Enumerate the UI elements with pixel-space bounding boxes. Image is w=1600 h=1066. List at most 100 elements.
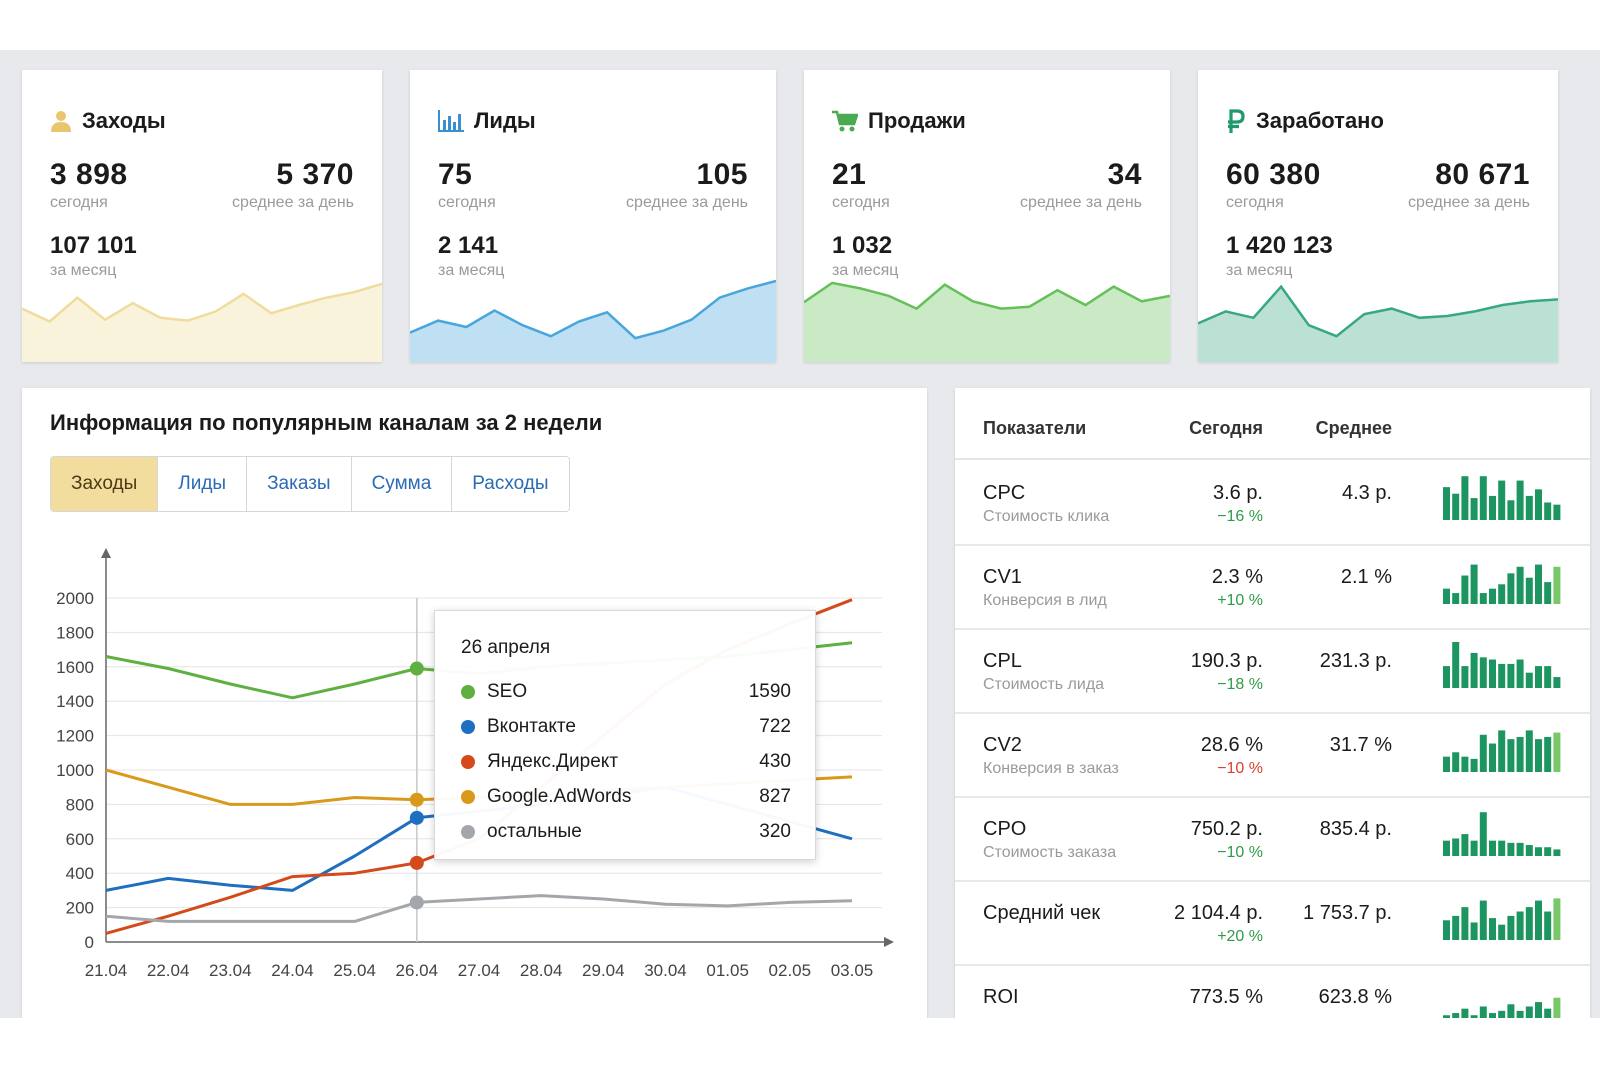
tab-visits[interactable]: Заходы bbox=[51, 457, 159, 511]
kpi-today-label: сегодня bbox=[438, 194, 496, 211]
kpi-month-label: за месяц bbox=[1226, 262, 1293, 279]
header-divider bbox=[955, 458, 1590, 460]
tooltip-row-vk: Вконтакте 722 bbox=[461, 712, 791, 742]
series-point[interactable] bbox=[409, 895, 424, 910]
metric-bar bbox=[1489, 743, 1496, 772]
metric-bar bbox=[1525, 1006, 1533, 1018]
metric-bar-sparkline bbox=[1443, 564, 1561, 604]
metric-average-value: 231.3 р. bbox=[1319, 650, 1392, 672]
metric-name: CPL bbox=[983, 650, 1022, 672]
channels-panel: Информация по популярным каналам за 2 не… bbox=[22, 388, 927, 1018]
metric-bar bbox=[1535, 1002, 1542, 1018]
metric-bar bbox=[1516, 736, 1524, 772]
metric-bar bbox=[1507, 842, 1515, 856]
tab-sum[interactable]: Сумма bbox=[352, 457, 453, 511]
metric-bar bbox=[1461, 756, 1469, 772]
metric-bar bbox=[1498, 584, 1506, 604]
kpi-month-value: 107 101 bbox=[50, 232, 137, 259]
user-icon bbox=[51, 111, 71, 132]
series-line bbox=[105, 894, 853, 923]
tooltip-row-other: остальные 320 bbox=[461, 817, 791, 847]
legend-dot bbox=[461, 685, 475, 699]
metric-bar bbox=[1535, 564, 1542, 604]
metric-bar bbox=[1489, 1013, 1496, 1018]
kpi-title-text: Лиды bbox=[474, 108, 536, 133]
metric-bar bbox=[1553, 849, 1561, 856]
metric-row: CV2 Конверсия в заказ 28.6 % −10 % 31.7 % bbox=[955, 712, 1590, 798]
metric-bar bbox=[1461, 834, 1469, 856]
kpi-month-label: за месяц bbox=[50, 262, 117, 279]
sparkline-line bbox=[804, 281, 1170, 311]
metric-today-value: 190.3 р. bbox=[1190, 650, 1263, 672]
metrics-table: Показатели Сегодня Среднее CPC Стоимость … bbox=[955, 388, 1590, 1018]
metric-bar bbox=[1535, 489, 1542, 520]
metric-today-value: 3.6 р. bbox=[1212, 482, 1263, 504]
y-tick-label: 200 bbox=[66, 899, 94, 918]
metric-bar bbox=[1525, 845, 1533, 856]
dashboard: Заходы 3 898 сегодня 5 370 среднее за де… bbox=[0, 50, 1600, 1018]
kpi-card-leads: Лиды 75 сегодня 105 среднее за день 2 14… bbox=[410, 70, 776, 362]
metric-bar bbox=[1498, 730, 1506, 772]
series-point[interactable] bbox=[409, 792, 424, 807]
series-point[interactable] bbox=[409, 855, 424, 870]
metric-bar bbox=[1443, 487, 1450, 520]
sparkline-area bbox=[410, 281, 776, 362]
kpi-month-label: за месяц bbox=[832, 262, 899, 279]
metric-today-value: 28.6 % bbox=[1200, 734, 1263, 756]
metric-bar bbox=[1535, 847, 1542, 856]
metric-bar bbox=[1489, 588, 1496, 604]
legend-dot bbox=[461, 790, 475, 804]
metric-bar bbox=[1489, 495, 1496, 520]
metric-description: Конверсия в лид bbox=[983, 592, 1107, 609]
x-tick-label: 24.04 bbox=[271, 961, 314, 980]
metric-bar bbox=[1507, 739, 1515, 772]
metric-bar bbox=[1507, 915, 1515, 940]
metric-name: CPO bbox=[983, 818, 1027, 840]
metric-bar bbox=[1452, 915, 1460, 940]
metric-bar bbox=[1479, 476, 1487, 520]
metric-bar bbox=[1498, 480, 1506, 520]
metric-bar bbox=[1470, 498, 1478, 520]
kpi-month-value: 1 032 bbox=[832, 232, 893, 259]
series-point[interactable] bbox=[409, 661, 424, 676]
series-point[interactable] bbox=[409, 810, 424, 825]
kpi-avg-value: 34 bbox=[1107, 158, 1142, 191]
kpi-title: Заработано bbox=[1226, 108, 1384, 134]
x-tick-label: 23.04 bbox=[209, 961, 252, 980]
metric-bar-sparkline bbox=[1443, 476, 1561, 520]
kpi-today-label: сегодня bbox=[832, 194, 890, 211]
metric-bar bbox=[1452, 642, 1460, 688]
metric-row: Средний чек 2 104.4 р. +20 % 1 753.7 р. bbox=[955, 880, 1590, 966]
tab-orders[interactable]: Заказы bbox=[247, 457, 352, 511]
metric-delta: +20 % bbox=[1217, 928, 1263, 945]
metric-bar bbox=[1516, 842, 1524, 856]
tooltip-series-name: Google.AdWords bbox=[487, 786, 632, 807]
sparkline-line bbox=[22, 282, 382, 323]
x-tick-label: 22.04 bbox=[147, 961, 190, 980]
metric-bar bbox=[1489, 840, 1496, 856]
x-axis-arrow bbox=[884, 937, 894, 947]
metric-description: Стоимость заказа bbox=[983, 844, 1117, 861]
metric-bar bbox=[1544, 1008, 1552, 1018]
metric-bar bbox=[1507, 663, 1515, 688]
sparkline-area bbox=[22, 283, 382, 362]
metric-average-value: 623.8 % bbox=[1318, 986, 1392, 1008]
metric-name: Средний чек bbox=[983, 902, 1101, 924]
kpi-sparkline bbox=[22, 282, 382, 362]
tab-leads[interactable]: Лиды bbox=[158, 457, 248, 511]
metric-bar bbox=[1479, 657, 1487, 688]
metric-description: Стоимость лида bbox=[983, 676, 1105, 693]
channels-title: Информация по популярным каналам за 2 не… bbox=[50, 410, 603, 435]
metric-bar bbox=[1553, 677, 1561, 688]
metric-bar bbox=[1479, 734, 1487, 772]
metric-bar bbox=[1535, 666, 1542, 688]
metric-bar bbox=[1498, 1010, 1506, 1018]
kpi-sparkline bbox=[1198, 284, 1558, 362]
tab-expenses[interactable]: Расходы bbox=[472, 473, 549, 494]
x-tick-label: 21.04 bbox=[85, 961, 128, 980]
metric-bar bbox=[1535, 739, 1542, 772]
chart-tooltip: 26 апреля SEO 1590 Вконтакте 722 Яндекс.… bbox=[434, 610, 816, 860]
kpi-sparkline bbox=[410, 279, 776, 362]
metric-row: CPC Стоимость клика 3.6 р. −16 % 4.3 р. bbox=[955, 460, 1590, 546]
metric-bar bbox=[1461, 1008, 1469, 1018]
